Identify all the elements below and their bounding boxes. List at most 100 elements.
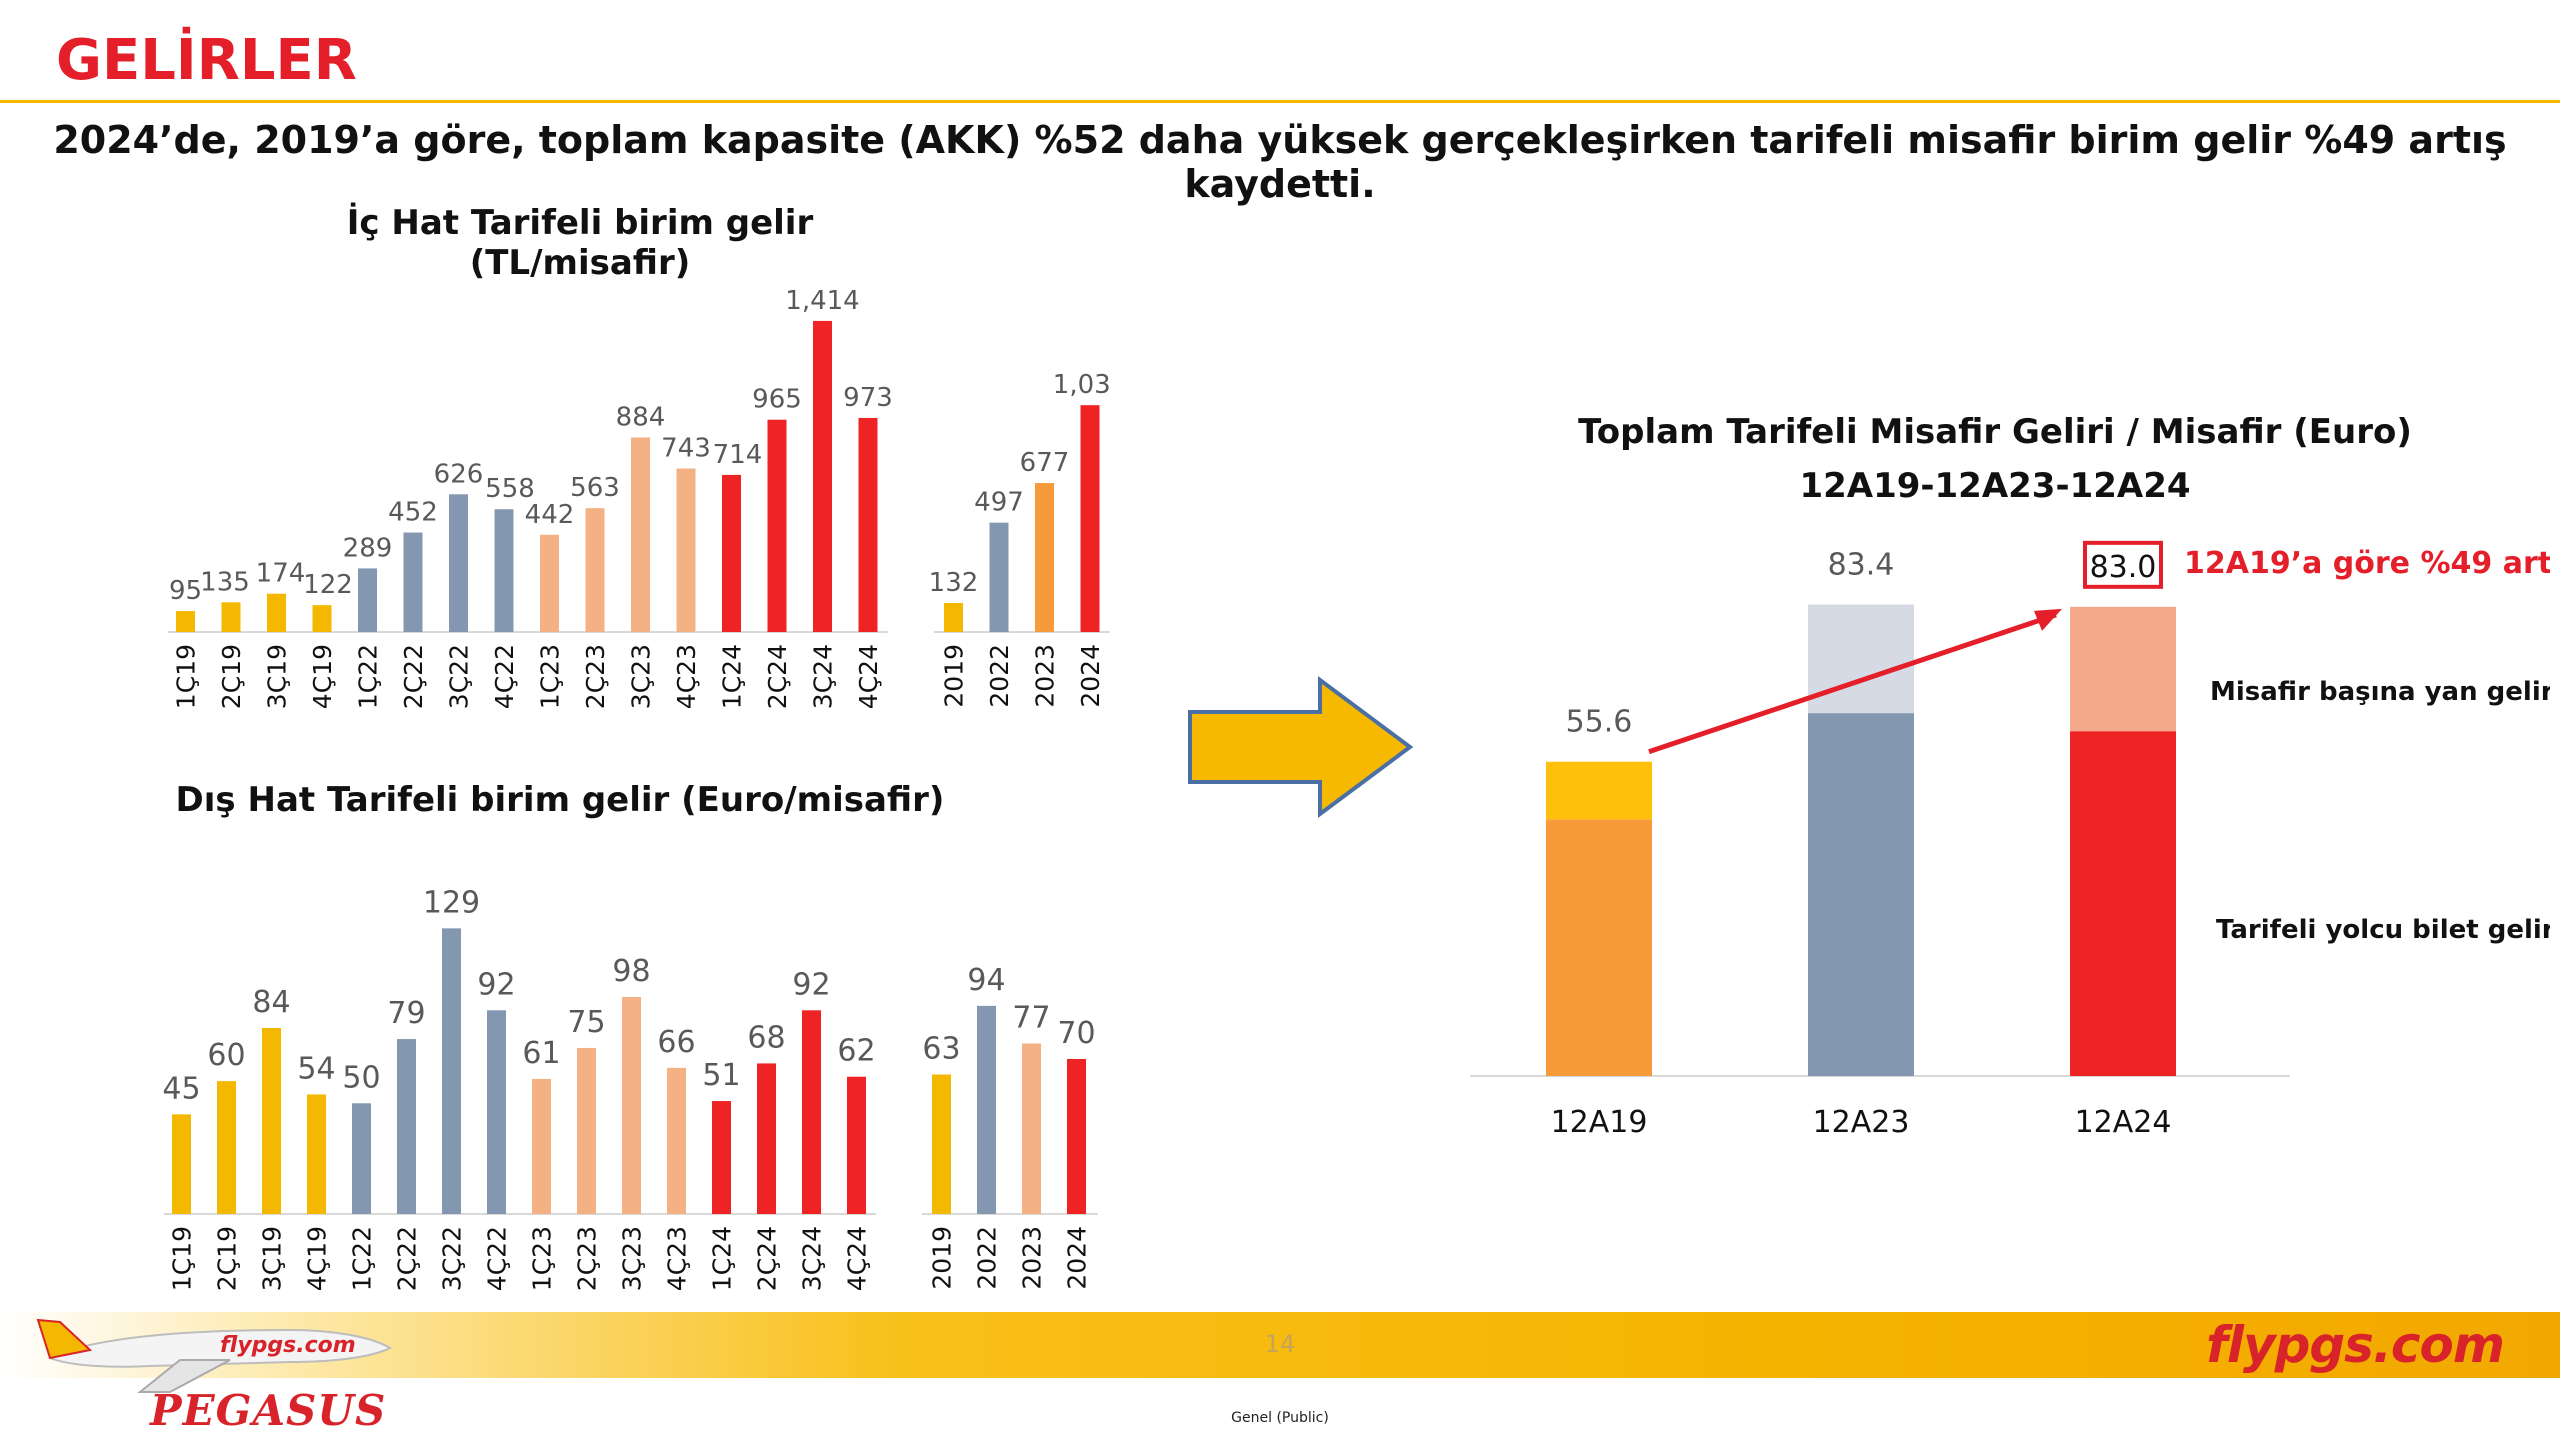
category-label: 12A23 xyxy=(1813,1105,1910,1140)
tick-label: 2Ç19 xyxy=(217,644,246,709)
tick-label: 3Ç24 xyxy=(809,644,838,709)
bar xyxy=(172,1114,191,1214)
data-label: 884 xyxy=(616,403,666,433)
chart3-title: Toplam Tarifeli Misafir Geliri / Misafir… xyxy=(1578,412,2412,452)
tick-label: 2023 xyxy=(1018,1226,1047,1290)
data-label: 68 xyxy=(747,1020,785,1055)
series-label-ancillary: Misafir başına yan gelir xyxy=(2210,677,2550,707)
data-label: 77 xyxy=(1012,1001,1050,1036)
growth-arrow-head xyxy=(2034,608,2062,631)
bar xyxy=(1080,405,1100,632)
tick-label: 2Ç22 xyxy=(393,1226,422,1291)
growth-annotation: 12A19’a göre %49 artış xyxy=(2184,546,2550,581)
tick-label: 3Ç24 xyxy=(798,1226,827,1291)
data-label: 122 xyxy=(303,570,353,600)
tick-label: 4Ç24 xyxy=(854,644,883,709)
category-label: 12A19 xyxy=(1551,1105,1648,1140)
data-label: 79 xyxy=(387,996,425,1031)
tick-label: 1Ç19 xyxy=(172,644,201,709)
total-revenue-per-guest-chart: 55.6 12A19 83.4 12A23 83.0 12A24 12A19’a göre … xyxy=(1470,540,2550,1140)
bar xyxy=(622,997,641,1214)
tick-label: 4Ç23 xyxy=(672,644,701,709)
total-label: 83.0 xyxy=(2090,550,2157,585)
data-label: 497 xyxy=(974,488,1024,518)
bar xyxy=(449,494,468,632)
data-label: 129 xyxy=(423,885,480,920)
page-number: 14 xyxy=(1264,1330,1296,1358)
category-label: 12A24 xyxy=(2075,1105,2172,1140)
bar xyxy=(403,532,423,632)
right-arrow-icon xyxy=(1188,676,1414,818)
bar xyxy=(1022,1043,1041,1214)
bar xyxy=(977,1005,996,1214)
tick-label: 2022 xyxy=(973,1226,1002,1290)
tick-label: 2024 xyxy=(1076,644,1105,708)
bar xyxy=(397,1039,416,1214)
data-label: 60 xyxy=(207,1038,245,1073)
chart3-subtitle: 12A19-12A23-12A24 xyxy=(1799,466,2191,506)
domestic-unit-revenue-chart: 95 1Ç19 135 2Ç19 174 3Ç19 122 4Ç19 289 1Ç22 452 2Ç2… xyxy=(168,286,1110,709)
tick-label: 3Ç22 xyxy=(445,644,474,709)
bar xyxy=(577,1047,596,1214)
bar xyxy=(221,602,241,632)
bar xyxy=(262,1028,281,1214)
bar xyxy=(858,417,878,632)
brand-logo-text: PEGASUS xyxy=(150,1386,387,1435)
bar xyxy=(676,468,696,632)
data-label: 50 xyxy=(342,1060,380,1095)
highlight-box xyxy=(2083,540,2163,589)
data-label: 95 xyxy=(169,576,202,606)
chart1-title: İç Hat Tarifeli birim gelir (TL/misafir) xyxy=(346,203,814,283)
data-label: 92 xyxy=(477,967,515,1002)
data-label: 965 xyxy=(752,385,802,415)
title-rule xyxy=(0,100,2560,103)
data-label: 677 xyxy=(1020,448,1070,478)
tick-label: 2Ç24 xyxy=(763,644,792,709)
data-label: 452 xyxy=(388,498,438,528)
footer-band xyxy=(0,1312,2560,1378)
bar xyxy=(1067,1059,1086,1214)
bar xyxy=(312,605,332,632)
bar xyxy=(532,1078,551,1214)
tick-label: 2Ç23 xyxy=(573,1226,602,1291)
data-label: 289 xyxy=(343,533,393,563)
data-label: 135 xyxy=(200,567,250,597)
bar xyxy=(585,508,605,632)
headline: 2024’de, 2019’a göre, toplam kapasite (A… xyxy=(53,118,2507,206)
data-label: 62 xyxy=(837,1034,875,1069)
bar-ancillary-revenue xyxy=(2070,606,2176,732)
tick-label: 4Ç19 xyxy=(308,644,337,709)
data-label: 1,031 xyxy=(1053,370,1110,400)
tick-label: 2023 xyxy=(1031,644,1060,708)
data-label: 98 xyxy=(612,954,650,989)
data-label: 84 xyxy=(252,985,290,1020)
bar xyxy=(712,1101,731,1214)
tick-label: 2Ç23 xyxy=(581,644,610,709)
tick-label: 2019 xyxy=(940,644,969,708)
tick-label: 1Ç23 xyxy=(536,644,565,709)
data-label: 563 xyxy=(570,473,620,503)
data-label: 442 xyxy=(525,500,575,530)
tick-label: 4Ç22 xyxy=(483,1226,512,1291)
tick-label: 3Ç19 xyxy=(258,1226,287,1291)
tick-label: 2Ç24 xyxy=(753,1226,782,1291)
total-label: 55.6 xyxy=(1566,705,1633,740)
tick-label: 1Ç22 xyxy=(354,644,383,709)
data-label: 558 xyxy=(485,474,535,504)
data-label: 92 xyxy=(792,967,830,1002)
brand-website: flypgs.com xyxy=(2206,1316,2505,1374)
tick-label: 2Ç19 xyxy=(213,1226,242,1291)
bar xyxy=(802,1010,821,1214)
tick-label: 3Ç22 xyxy=(438,1226,467,1291)
classification-label: Genel (Public) xyxy=(1231,1410,1329,1426)
bar xyxy=(813,320,832,632)
bar-ancillary-revenue xyxy=(1808,604,1914,714)
data-label: 54 xyxy=(297,1051,335,1086)
data-label: 132 xyxy=(929,568,979,598)
bar xyxy=(494,509,514,632)
tick-label: 3Ç23 xyxy=(618,1226,647,1291)
data-label: 70 xyxy=(1057,1016,1095,1051)
airplane-logo-icon: flypgs.com xyxy=(36,1318,393,1393)
bar xyxy=(358,568,377,632)
bar-ticket-revenue xyxy=(2070,731,2176,1076)
